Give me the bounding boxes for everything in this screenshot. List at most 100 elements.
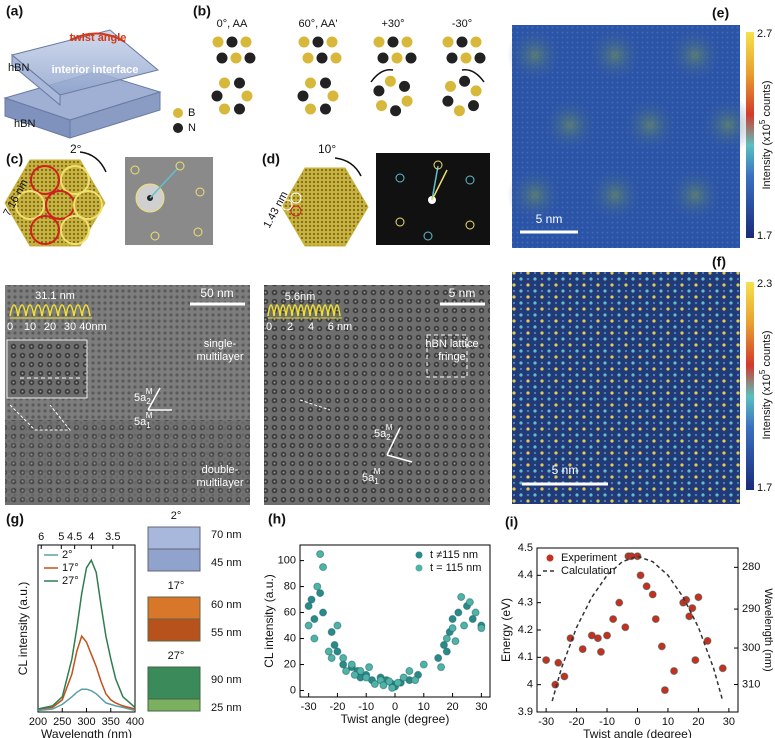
data-point <box>327 628 336 637</box>
inset-period: 5.6nm <box>285 291 316 303</box>
x-tick-label: 400 <box>126 716 144 728</box>
box-layer <box>147 548 201 572</box>
y-axis-title: Energy (eV) <box>499 598 513 662</box>
y2-tick-label: 290 <box>742 603 760 615</box>
moire-ring <box>281 199 293 211</box>
fft-spot <box>465 220 475 230</box>
vector-base: 5a <box>134 392 147 404</box>
x2-tick-label: 6 <box>38 531 44 543</box>
data-point <box>670 667 679 675</box>
y-tick-label: 4.3 <box>518 597 533 609</box>
x-tick-label: -30 <box>301 701 317 713</box>
data-point <box>388 683 397 692</box>
moire-ring <box>30 165 60 195</box>
data-point <box>333 647 342 656</box>
inset-tick: 0 <box>7 321 13 333</box>
data-point <box>347 660 356 669</box>
x-tick-label: 20 <box>692 716 704 728</box>
atom <box>391 52 403 64</box>
data-point <box>419 660 428 669</box>
box-thickness: 55 nm <box>211 627 242 639</box>
column-label: 0°, AA <box>217 18 248 30</box>
legend-label: N <box>188 122 196 134</box>
atom <box>230 52 242 64</box>
box-thickness: 70 nm <box>211 529 242 541</box>
inset-tick: 2 <box>287 321 293 333</box>
blob <box>587 27 643 83</box>
tem-image <box>264 285 490 505</box>
legend-label: Experiment <box>561 552 617 564</box>
panel-b: (b) 0°, AA 60°, AA' +30° -30° B N <box>173 3 486 134</box>
blob <box>587 167 643 223</box>
fft-spot <box>193 227 203 237</box>
data-point <box>603 631 612 640</box>
data-point <box>411 676 420 685</box>
data-point <box>694 593 703 602</box>
data-point <box>310 615 319 624</box>
vector-arrow <box>147 387 161 411</box>
atom <box>453 105 465 117</box>
panel-label: (d) <box>262 151 280 167</box>
data-point <box>385 677 394 686</box>
vector-sup: M <box>146 387 153 396</box>
intensity-profile <box>9 304 91 317</box>
legend-label: Calculation <box>561 565 615 577</box>
colorbar-title: Intensity (x105 counts) <box>758 330 773 439</box>
line-profile <box>299 399 331 411</box>
data-point <box>365 663 374 672</box>
panel-label: (b) <box>193 3 211 19</box>
data-point <box>685 612 694 621</box>
data-point <box>393 678 402 687</box>
x-tick-label: 10 <box>662 716 674 728</box>
fft-vector <box>431 169 448 201</box>
fft-vector <box>431 165 439 201</box>
vector-label: 5a1M <box>362 467 381 486</box>
scale-label: 5 nm <box>536 212 563 226</box>
colorbar-max: 2.7 <box>757 28 772 40</box>
data-point <box>454 608 463 617</box>
x-tick-label: 300 <box>77 716 95 728</box>
box-layer <box>147 526 201 550</box>
data-point <box>660 686 669 695</box>
panel-a: (a) twist angle interior interface hBN h… <box>3 3 162 139</box>
box-layer <box>147 596 201 620</box>
vector-sup: M <box>386 423 393 432</box>
atom <box>459 75 471 87</box>
panel-f: 5 nm 2.3 1.7 Intensity (x105 counts) (f) <box>512 254 773 504</box>
fft-spot <box>150 231 160 241</box>
y2-tick-label: 310 <box>742 678 760 690</box>
y2-tick-label: 280 <box>742 561 760 573</box>
atom <box>373 85 385 97</box>
box-thickness: 90 nm <box>211 674 242 686</box>
data-point <box>442 647 451 656</box>
twist-arrow <box>69 32 126 43</box>
atom <box>219 103 230 115</box>
y-tick-label: 4.2 <box>518 624 533 636</box>
data-point <box>615 598 624 607</box>
box-thickness: 25 nm <box>211 702 242 714</box>
x-tick-label: 20 <box>446 701 458 713</box>
y2-axis-title: Wavelength (nm) <box>762 588 774 671</box>
box-angle: 17° <box>168 580 185 592</box>
atom <box>302 52 314 64</box>
layer-label: hBN <box>8 62 29 74</box>
angle-label: 2° <box>70 142 82 156</box>
column-label: +30° <box>381 18 404 30</box>
panel-label: (a) <box>6 3 23 19</box>
data-point <box>460 621 469 630</box>
vector-arrow <box>386 427 401 456</box>
data-point <box>342 667 351 676</box>
atom <box>211 90 223 102</box>
series-line <box>551 555 724 702</box>
blob <box>622 97 678 153</box>
data-point <box>379 681 388 690</box>
atom <box>305 103 316 115</box>
panel-label: (g) <box>6 511 24 527</box>
atom <box>298 36 310 48</box>
atom <box>316 52 328 64</box>
cbar-title-sup: 5 <box>758 369 767 374</box>
blob <box>507 167 563 223</box>
legend-swatch <box>415 564 423 572</box>
blob <box>667 167 723 223</box>
